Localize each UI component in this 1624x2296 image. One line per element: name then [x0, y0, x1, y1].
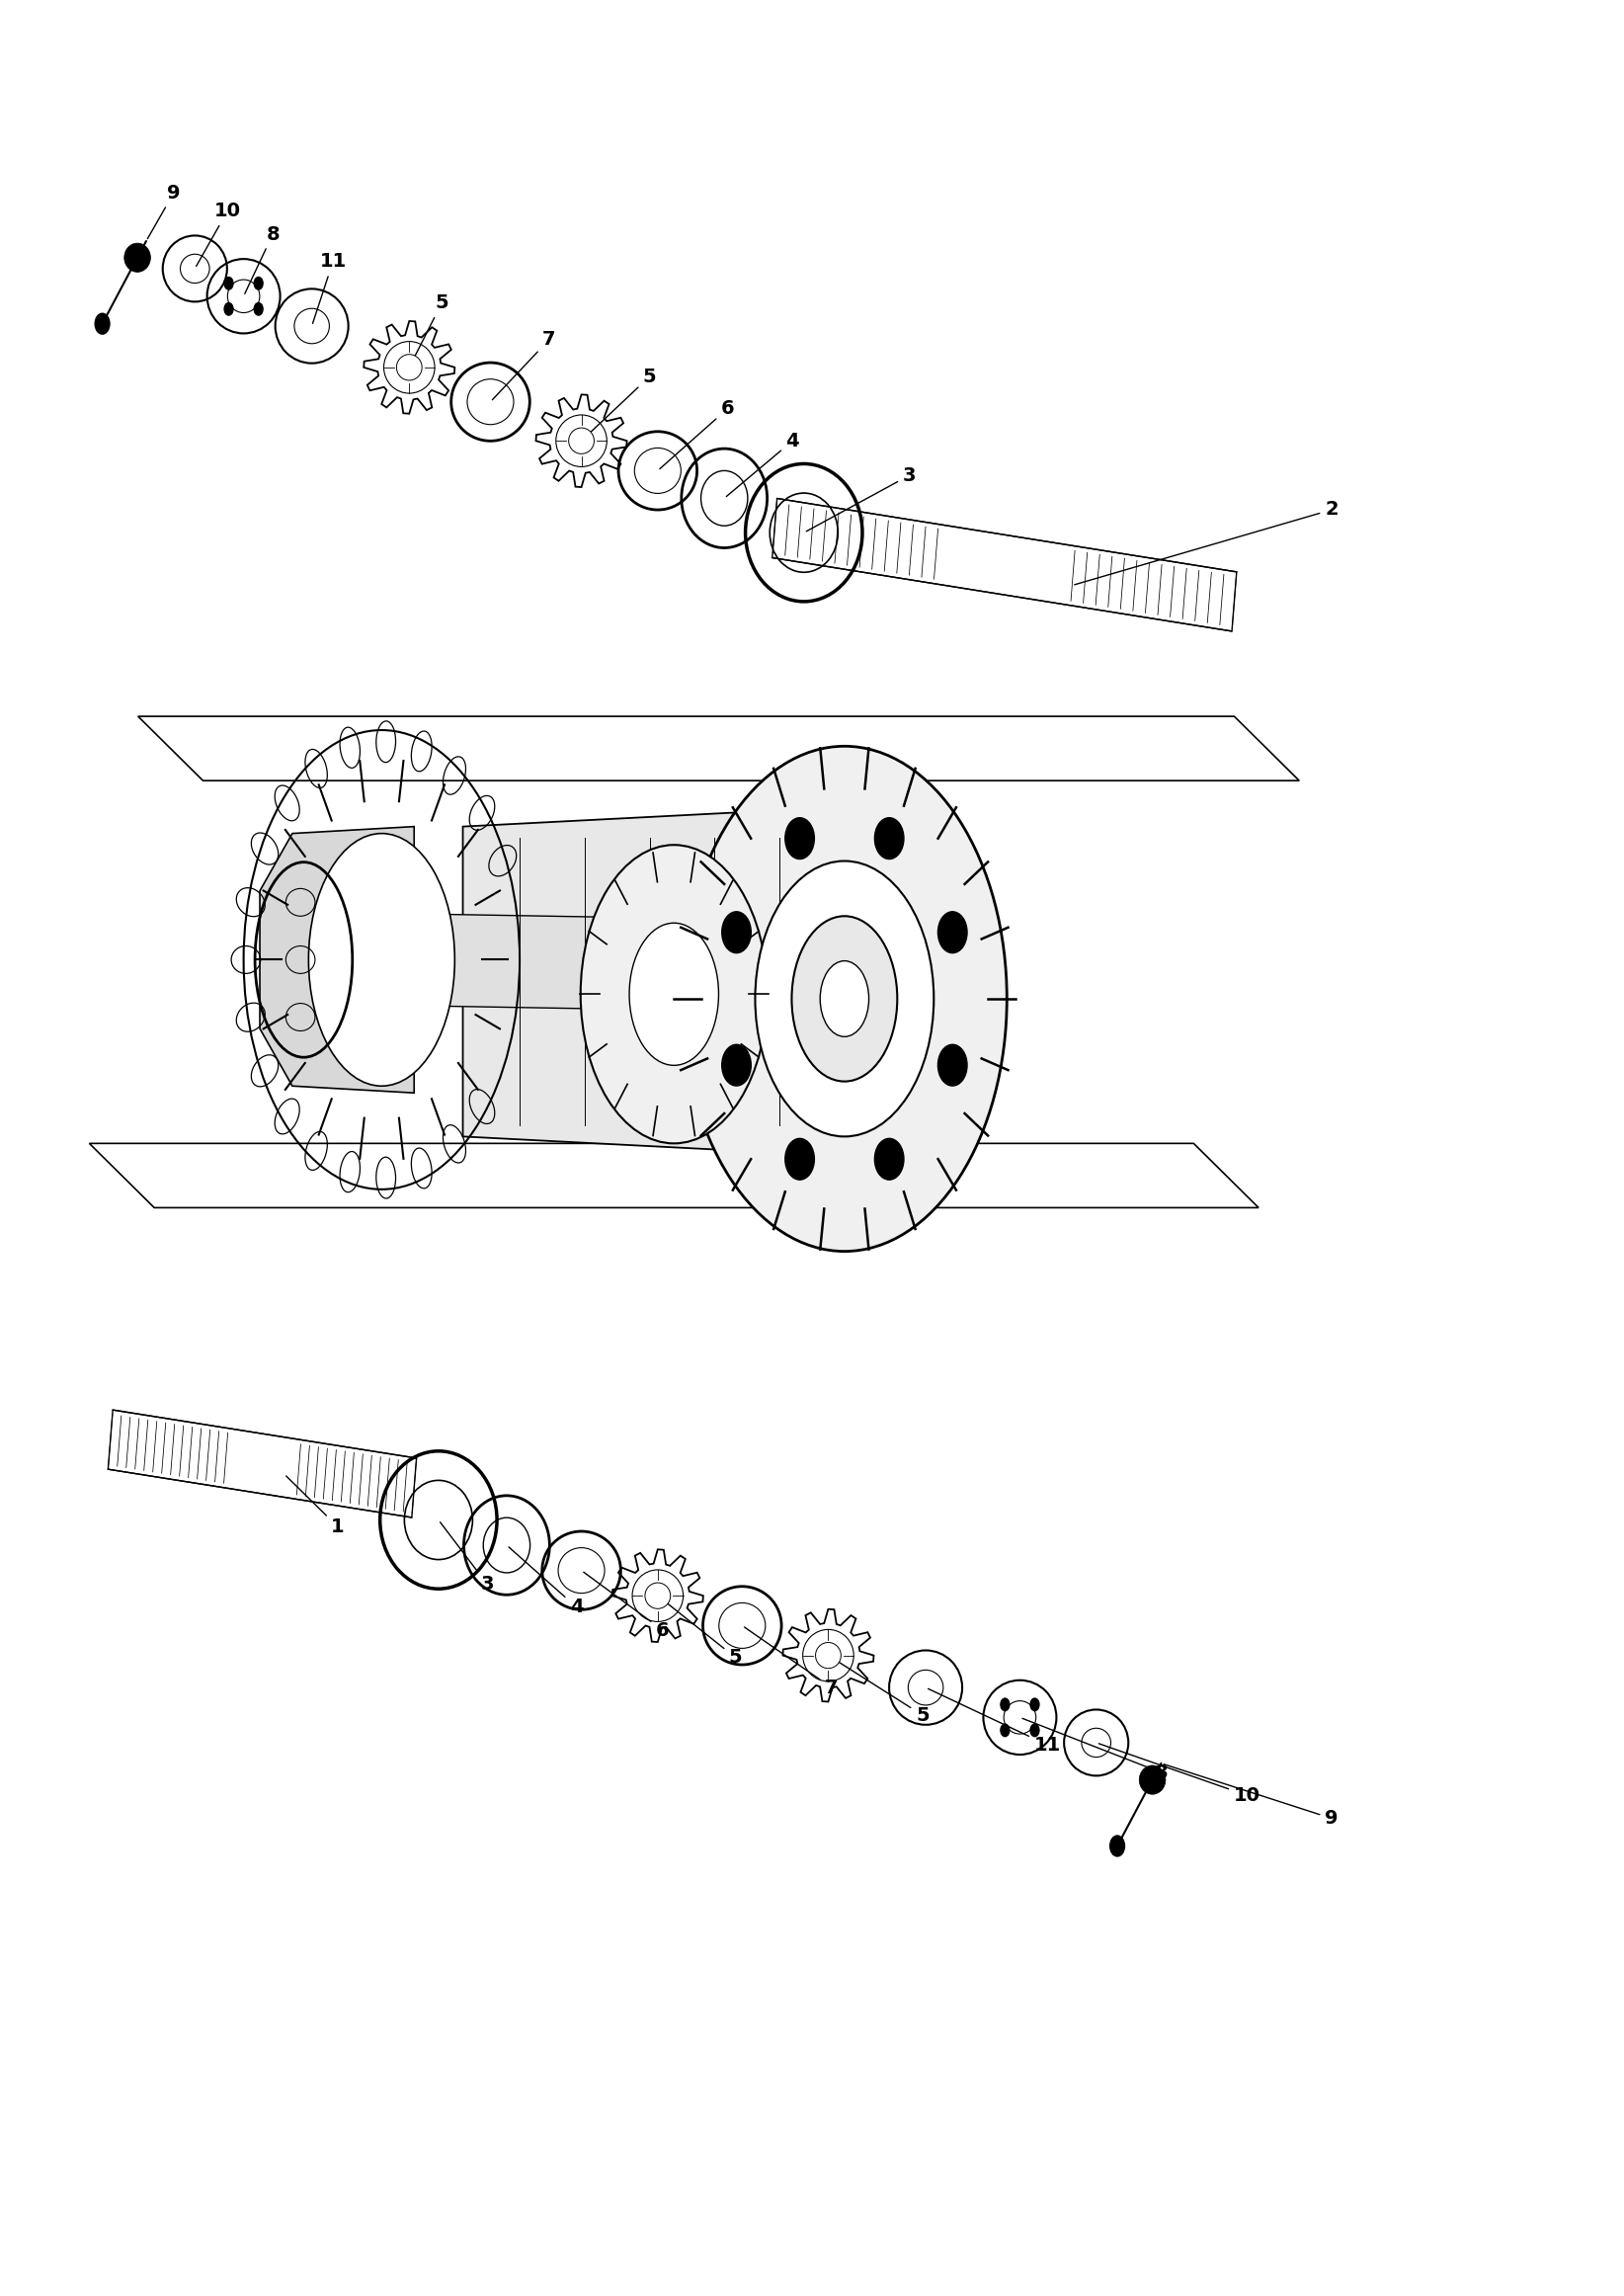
Ellipse shape	[645, 1582, 671, 1609]
Text: 6: 6	[659, 400, 734, 468]
Text: 3: 3	[440, 1522, 494, 1593]
Text: 7: 7	[744, 1628, 838, 1697]
Circle shape	[784, 817, 814, 859]
Text: 8: 8	[245, 225, 279, 294]
Text: 5: 5	[583, 367, 656, 439]
Ellipse shape	[396, 354, 422, 381]
Circle shape	[1030, 1699, 1039, 1711]
Polygon shape	[463, 808, 820, 1155]
Ellipse shape	[820, 960, 869, 1038]
Circle shape	[939, 912, 968, 953]
Text: 11: 11	[929, 1690, 1060, 1754]
Circle shape	[784, 1139, 814, 1180]
Text: 9: 9	[1164, 1763, 1338, 1828]
Text: 5: 5	[411, 294, 448, 365]
Polygon shape	[414, 914, 682, 1010]
Polygon shape	[260, 827, 414, 1093]
Text: 1: 1	[286, 1476, 344, 1536]
Ellipse shape	[1140, 1766, 1166, 1795]
Text: 5: 5	[830, 1658, 929, 1724]
Text: 4: 4	[726, 432, 799, 496]
Text: 11: 11	[313, 253, 346, 324]
Circle shape	[1000, 1724, 1010, 1736]
Circle shape	[253, 278, 263, 289]
Circle shape	[1111, 1837, 1124, 1855]
Text: 8: 8	[1023, 1717, 1168, 1782]
Ellipse shape	[791, 916, 896, 1081]
Circle shape	[1000, 1699, 1010, 1711]
Circle shape	[721, 912, 750, 953]
Circle shape	[224, 303, 234, 315]
Ellipse shape	[628, 923, 718, 1065]
Ellipse shape	[682, 746, 1007, 1251]
Text: 10: 10	[1099, 1743, 1260, 1805]
Circle shape	[224, 278, 234, 289]
Ellipse shape	[581, 845, 767, 1143]
Polygon shape	[89, 1143, 1259, 1208]
Polygon shape	[109, 1410, 416, 1518]
Text: 3: 3	[806, 466, 916, 530]
Circle shape	[939, 1045, 968, 1086]
Polygon shape	[138, 716, 1299, 781]
Text: 7: 7	[492, 331, 555, 400]
Text: 10: 10	[197, 202, 240, 266]
Ellipse shape	[123, 243, 151, 273]
Circle shape	[253, 303, 263, 315]
Circle shape	[875, 1139, 905, 1180]
Text: 6: 6	[583, 1573, 669, 1639]
Ellipse shape	[568, 427, 594, 455]
Circle shape	[721, 1045, 750, 1086]
Ellipse shape	[815, 1642, 841, 1669]
Ellipse shape	[755, 861, 934, 1137]
Circle shape	[94, 315, 110, 335]
Text: 4: 4	[508, 1548, 583, 1616]
Polygon shape	[773, 498, 1236, 631]
Text: 9: 9	[148, 184, 180, 239]
Circle shape	[875, 817, 905, 859]
Text: 2: 2	[1075, 501, 1338, 585]
Circle shape	[1030, 1724, 1039, 1736]
Text: 5: 5	[659, 1598, 742, 1667]
Ellipse shape	[309, 833, 455, 1086]
